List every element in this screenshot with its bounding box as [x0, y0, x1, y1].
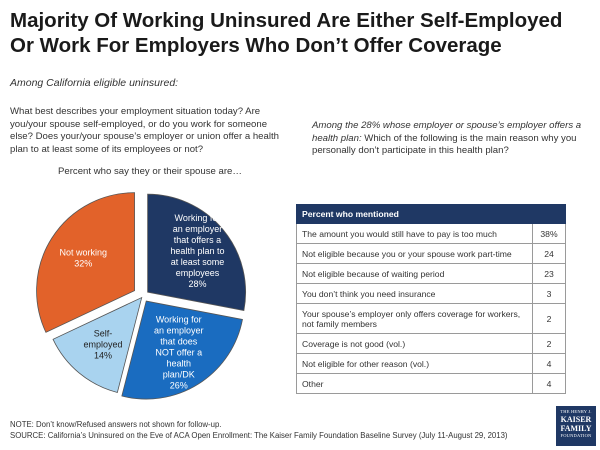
table-cell-value: 23	[532, 263, 566, 284]
table-header-label: Percent who mentioned	[296, 204, 533, 224]
pie-caption: Percent who say they or their spouse are…	[58, 166, 242, 177]
pie-chart: Working for an employer that offers a healt…	[36, 192, 247, 400]
question-right-text: Which of the following is the main reaso…	[312, 132, 577, 157]
question-left: What best describes your employment situ…	[10, 106, 279, 155]
table-row: Your spouse’s employer only offers cover…	[296, 303, 566, 334]
logo-line-1: KAISER	[560, 415, 592, 424]
pie-slice-label: Working for an employer that offers a healt…	[170, 213, 224, 289]
question-right-italic: Among the 28% whose employer or spouse’s…	[312, 120, 582, 144]
table-cell-value: 24	[532, 243, 566, 264]
table-row: The amount you would still have to pay i…	[296, 223, 566, 244]
pie-slice	[121, 300, 243, 400]
logo-line-2: FAMILY	[560, 424, 592, 433]
logo-bottom: FOUNDATION	[560, 433, 592, 438]
source-text: SOURCE: California’s Uninsured on the Ev…	[10, 430, 508, 440]
table-cell-reason: The amount you would still have to pay i…	[296, 223, 533, 244]
table-cell-value: 4	[532, 353, 566, 374]
page-title: Majority Of Working Uninsured Are Either…	[10, 8, 590, 58]
table-row: Not eligible because you or your spouse …	[296, 243, 566, 264]
footnote: NOTE: Don’t know/Refused answers not sho…	[10, 420, 550, 441]
reasons-table: Percent who mentioned The amount you wou…	[296, 204, 566, 394]
title-line-2: Or Work For Employers Who Don’t Offer Co…	[10, 34, 502, 57]
table-cell-value: 38%	[532, 223, 566, 244]
table-cell-reason: Coverage is not good (vol.)	[296, 333, 533, 354]
table-cell-reason: You don’t think you need insurance	[296, 283, 533, 304]
table-cell-reason: Other	[296, 373, 533, 394]
table-header-value	[532, 204, 566, 224]
pie-slice-label: Working for an employer that does NOT offer…	[154, 314, 204, 390]
table-row: You don’t think you need insurance 3	[296, 283, 566, 304]
question-right: Among the 28% whose employer or spouse’s…	[312, 120, 582, 158]
table-cell-value: 4	[532, 373, 566, 394]
pie-slice	[147, 193, 247, 312]
table-row: Other 4	[296, 373, 566, 394]
title-line-1: Majority Of Working Uninsured Are Either…	[10, 9, 563, 32]
table-cell-value: 2	[532, 303, 566, 334]
table-cell-reason: Not eligible because you or your spouse …	[296, 243, 533, 264]
table-row: Not eligible for other reason (vol.) 4	[296, 353, 566, 374]
pie-slice	[52, 296, 143, 393]
table-cell-reason: Not eligible for other reason (vol.)	[296, 353, 533, 374]
table-cell-value: 2	[532, 333, 566, 354]
table-row: Not eligible because of waiting period 2…	[296, 263, 566, 284]
logo-top: THE HENRY J.	[560, 409, 592, 414]
table-cell-reason: Your spouse’s employer only offers cover…	[296, 303, 533, 334]
kff-logo: THE HENRY J. KAISER FAMILY FOUNDATION	[556, 406, 596, 446]
table-cell-value: 3	[532, 283, 566, 304]
pie-slice-label: Not working 32%	[59, 248, 107, 269]
pie-slice	[36, 192, 135, 333]
pie-slice-label: Self-employed 14%	[83, 328, 122, 360]
note-text: NOTE: Don’t know/Refused answers not sho…	[10, 420, 222, 429]
table-header-row: Percent who mentioned	[296, 204, 566, 224]
subtitle: Among California eligible uninsured:	[10, 77, 179, 89]
table-cell-reason: Not eligible because of waiting period	[296, 263, 533, 284]
table-row: Coverage is not good (vol.) 2	[296, 333, 566, 354]
